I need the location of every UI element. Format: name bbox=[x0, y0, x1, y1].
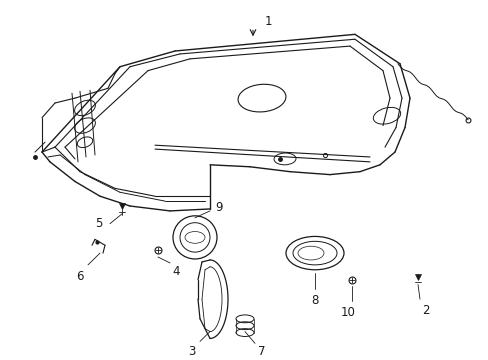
Text: 1: 1 bbox=[264, 15, 272, 28]
Text: 8: 8 bbox=[311, 294, 318, 307]
Text: 5: 5 bbox=[95, 217, 102, 230]
Text: 10: 10 bbox=[340, 306, 355, 319]
Text: 6: 6 bbox=[76, 270, 83, 283]
Text: 2: 2 bbox=[421, 304, 428, 317]
Text: 4: 4 bbox=[172, 265, 179, 278]
Text: 3: 3 bbox=[188, 345, 195, 358]
Text: 7: 7 bbox=[258, 345, 265, 358]
Text: 9: 9 bbox=[215, 202, 222, 215]
